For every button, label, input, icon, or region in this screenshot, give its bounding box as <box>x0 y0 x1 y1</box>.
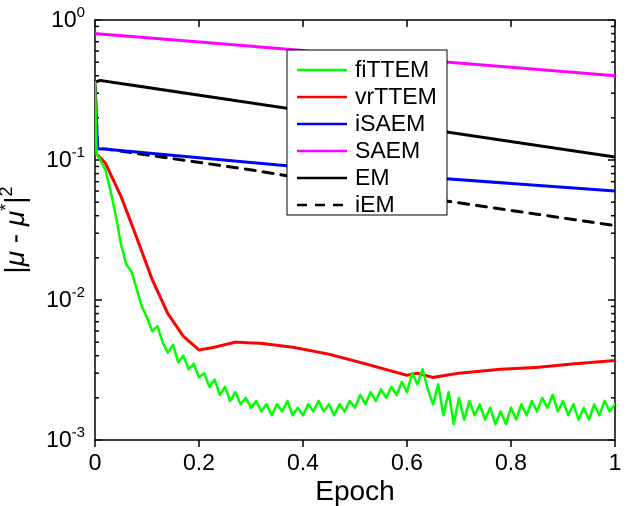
svg-text:0.4: 0.4 <box>287 449 319 475</box>
svg-text:0.8: 0.8 <box>495 449 527 475</box>
svg-text:iEM: iEM <box>355 191 395 217</box>
svg-text:0.6: 0.6 <box>391 449 423 475</box>
svg-text:|μ - μ*|2: |μ - μ*|2 <box>0 186 30 273</box>
svg-text:0: 0 <box>89 449 102 475</box>
svg-text:vrTTEM: vrTTEM <box>355 83 437 109</box>
svg-text:fiTTEM: fiTTEM <box>355 56 429 82</box>
svg-text:iSAEM: iSAEM <box>355 110 425 136</box>
svg-text:1: 1 <box>609 449 622 475</box>
convergence-chart: 00.20.40.60.8110-310-210-1100Epoch|μ - μ… <box>0 0 640 506</box>
svg-text:EM: EM <box>355 164 390 190</box>
svg-text:Epoch: Epoch <box>315 475 394 506</box>
chart-container: 00.20.40.60.8110-310-210-1100Epoch|μ - μ… <box>0 0 640 506</box>
svg-text:SAEM: SAEM <box>355 137 420 163</box>
svg-text:0.2: 0.2 <box>183 449 215 475</box>
